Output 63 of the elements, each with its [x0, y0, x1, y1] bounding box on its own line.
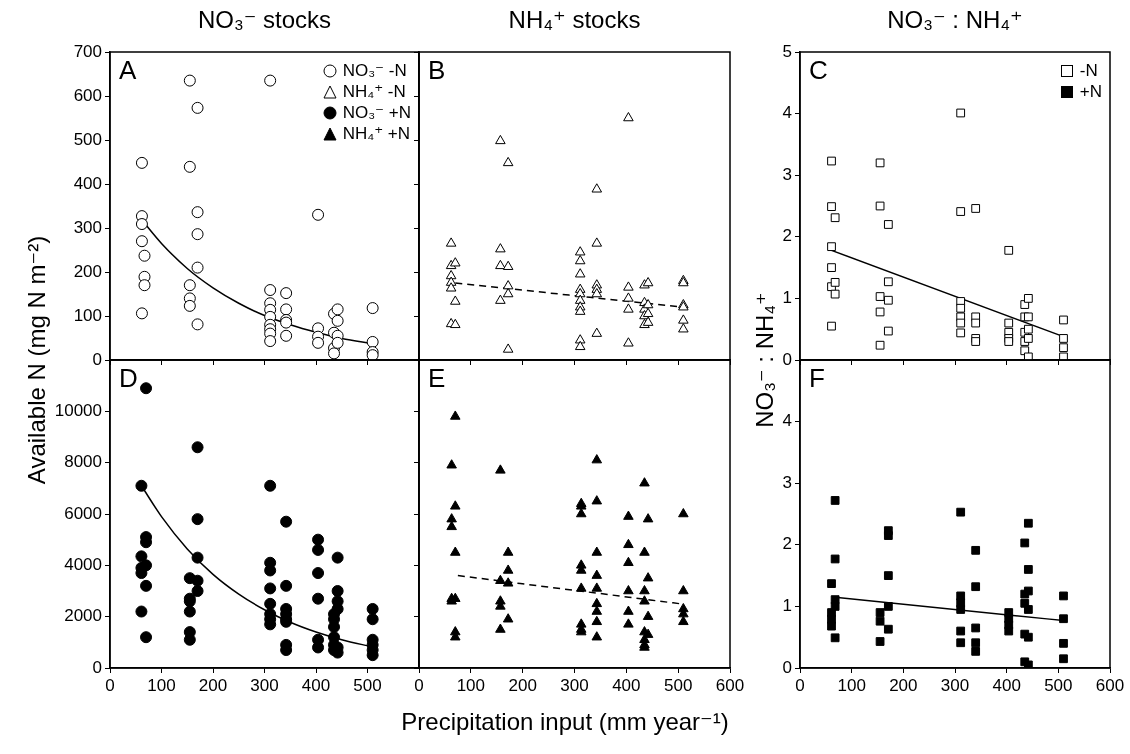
- y-tick-label: 2: [782, 226, 792, 246]
- x-tick-label: 100: [456, 675, 486, 695]
- y-tick-label: 3: [782, 164, 792, 184]
- x-tick-label: 400: [612, 675, 641, 695]
- chart-title: NO₃⁻ stocks: [197, 6, 332, 34]
- x-tick-label: 500: [1044, 675, 1073, 695]
- x-tick-label: 600: [1095, 675, 1125, 695]
- x-tick-label: 0: [414, 675, 424, 695]
- text: NH₄⁺ -N: [342, 82, 406, 101]
- text: NO₃⁻ +N: [342, 103, 411, 122]
- y-tick-label: 700: [73, 41, 102, 61]
- y-tick-label: 100: [73, 305, 102, 325]
- x-tick-label: 300: [940, 675, 970, 695]
- y-tick-label: 0: [782, 349, 792, 369]
- y-tick-label: 0: [92, 349, 102, 369]
- y-tick-label: 8000: [64, 452, 102, 472]
- x-tick-label: 0: [795, 675, 805, 695]
- y-axis-title: NO₃⁻ : NH₄⁺: [750, 292, 779, 428]
- annotation: C: [809, 55, 828, 86]
- y-tick-label: 3: [782, 472, 792, 492]
- y-tick-label: 4: [782, 411, 792, 431]
- x-tick-label: 500: [353, 675, 382, 695]
- x-tick-label: 400: [301, 675, 331, 695]
- x-tick-label: 200: [508, 675, 537, 695]
- y-axis-title: Available N (mg N m⁻²): [22, 235, 51, 485]
- x-axis-title: Precipitation input (mm year⁻¹): [401, 708, 729, 736]
- y-tick-label: 2: [782, 534, 792, 554]
- chart-title: NH₄⁺ stocks: [508, 6, 641, 34]
- y-tick-label: 4: [782, 103, 792, 123]
- x-tick-label: 200: [198, 675, 228, 695]
- text: +N: [1079, 82, 1102, 101]
- x-tick-label: 100: [837, 675, 866, 695]
- y-tick-label: 5: [782, 41, 792, 61]
- text: NH₄⁺ +N: [342, 124, 411, 143]
- x-tick-label: 400: [992, 675, 1021, 695]
- y-tick-label: 0: [782, 657, 792, 677]
- y-tick-label: 6000: [64, 503, 102, 523]
- y-tick-label: 4000: [64, 555, 102, 575]
- y-tick-label: 400: [73, 173, 102, 193]
- y-tick-label: 0: [92, 657, 102, 677]
- y-tick-label: 2000: [64, 606, 102, 626]
- y-tick-label: 600: [73, 85, 102, 105]
- x-tick-label: 300: [560, 675, 589, 695]
- annotation: D: [119, 363, 138, 394]
- annotation: A: [119, 55, 137, 86]
- y-tick-label: 500: [73, 129, 102, 149]
- legend-label: -N: [1079, 60, 1098, 81]
- x-tick-label: 300: [250, 675, 279, 695]
- annotation: F: [809, 363, 825, 394]
- x-tick-label: 100: [147, 675, 176, 695]
- x-tick-label: 0: [105, 675, 115, 695]
- annotation: B: [428, 55, 446, 86]
- y-tick-label: 200: [73, 261, 102, 281]
- annotation: E: [428, 363, 446, 394]
- chart-title: NO₃⁻ : NH₄⁺: [887, 6, 1023, 34]
- x-tick-label: 200: [889, 675, 918, 695]
- y-tick-label: 300: [73, 217, 102, 237]
- legend-label: NO₃⁻ -N: [342, 60, 407, 81]
- y-tick-label: 10000: [54, 401, 102, 421]
- x-tick-label: 600: [715, 675, 745, 695]
- y-tick-label: 1: [782, 596, 792, 616]
- x-tick-label: 500: [663, 675, 693, 695]
- y-tick-label: 1: [782, 288, 792, 308]
